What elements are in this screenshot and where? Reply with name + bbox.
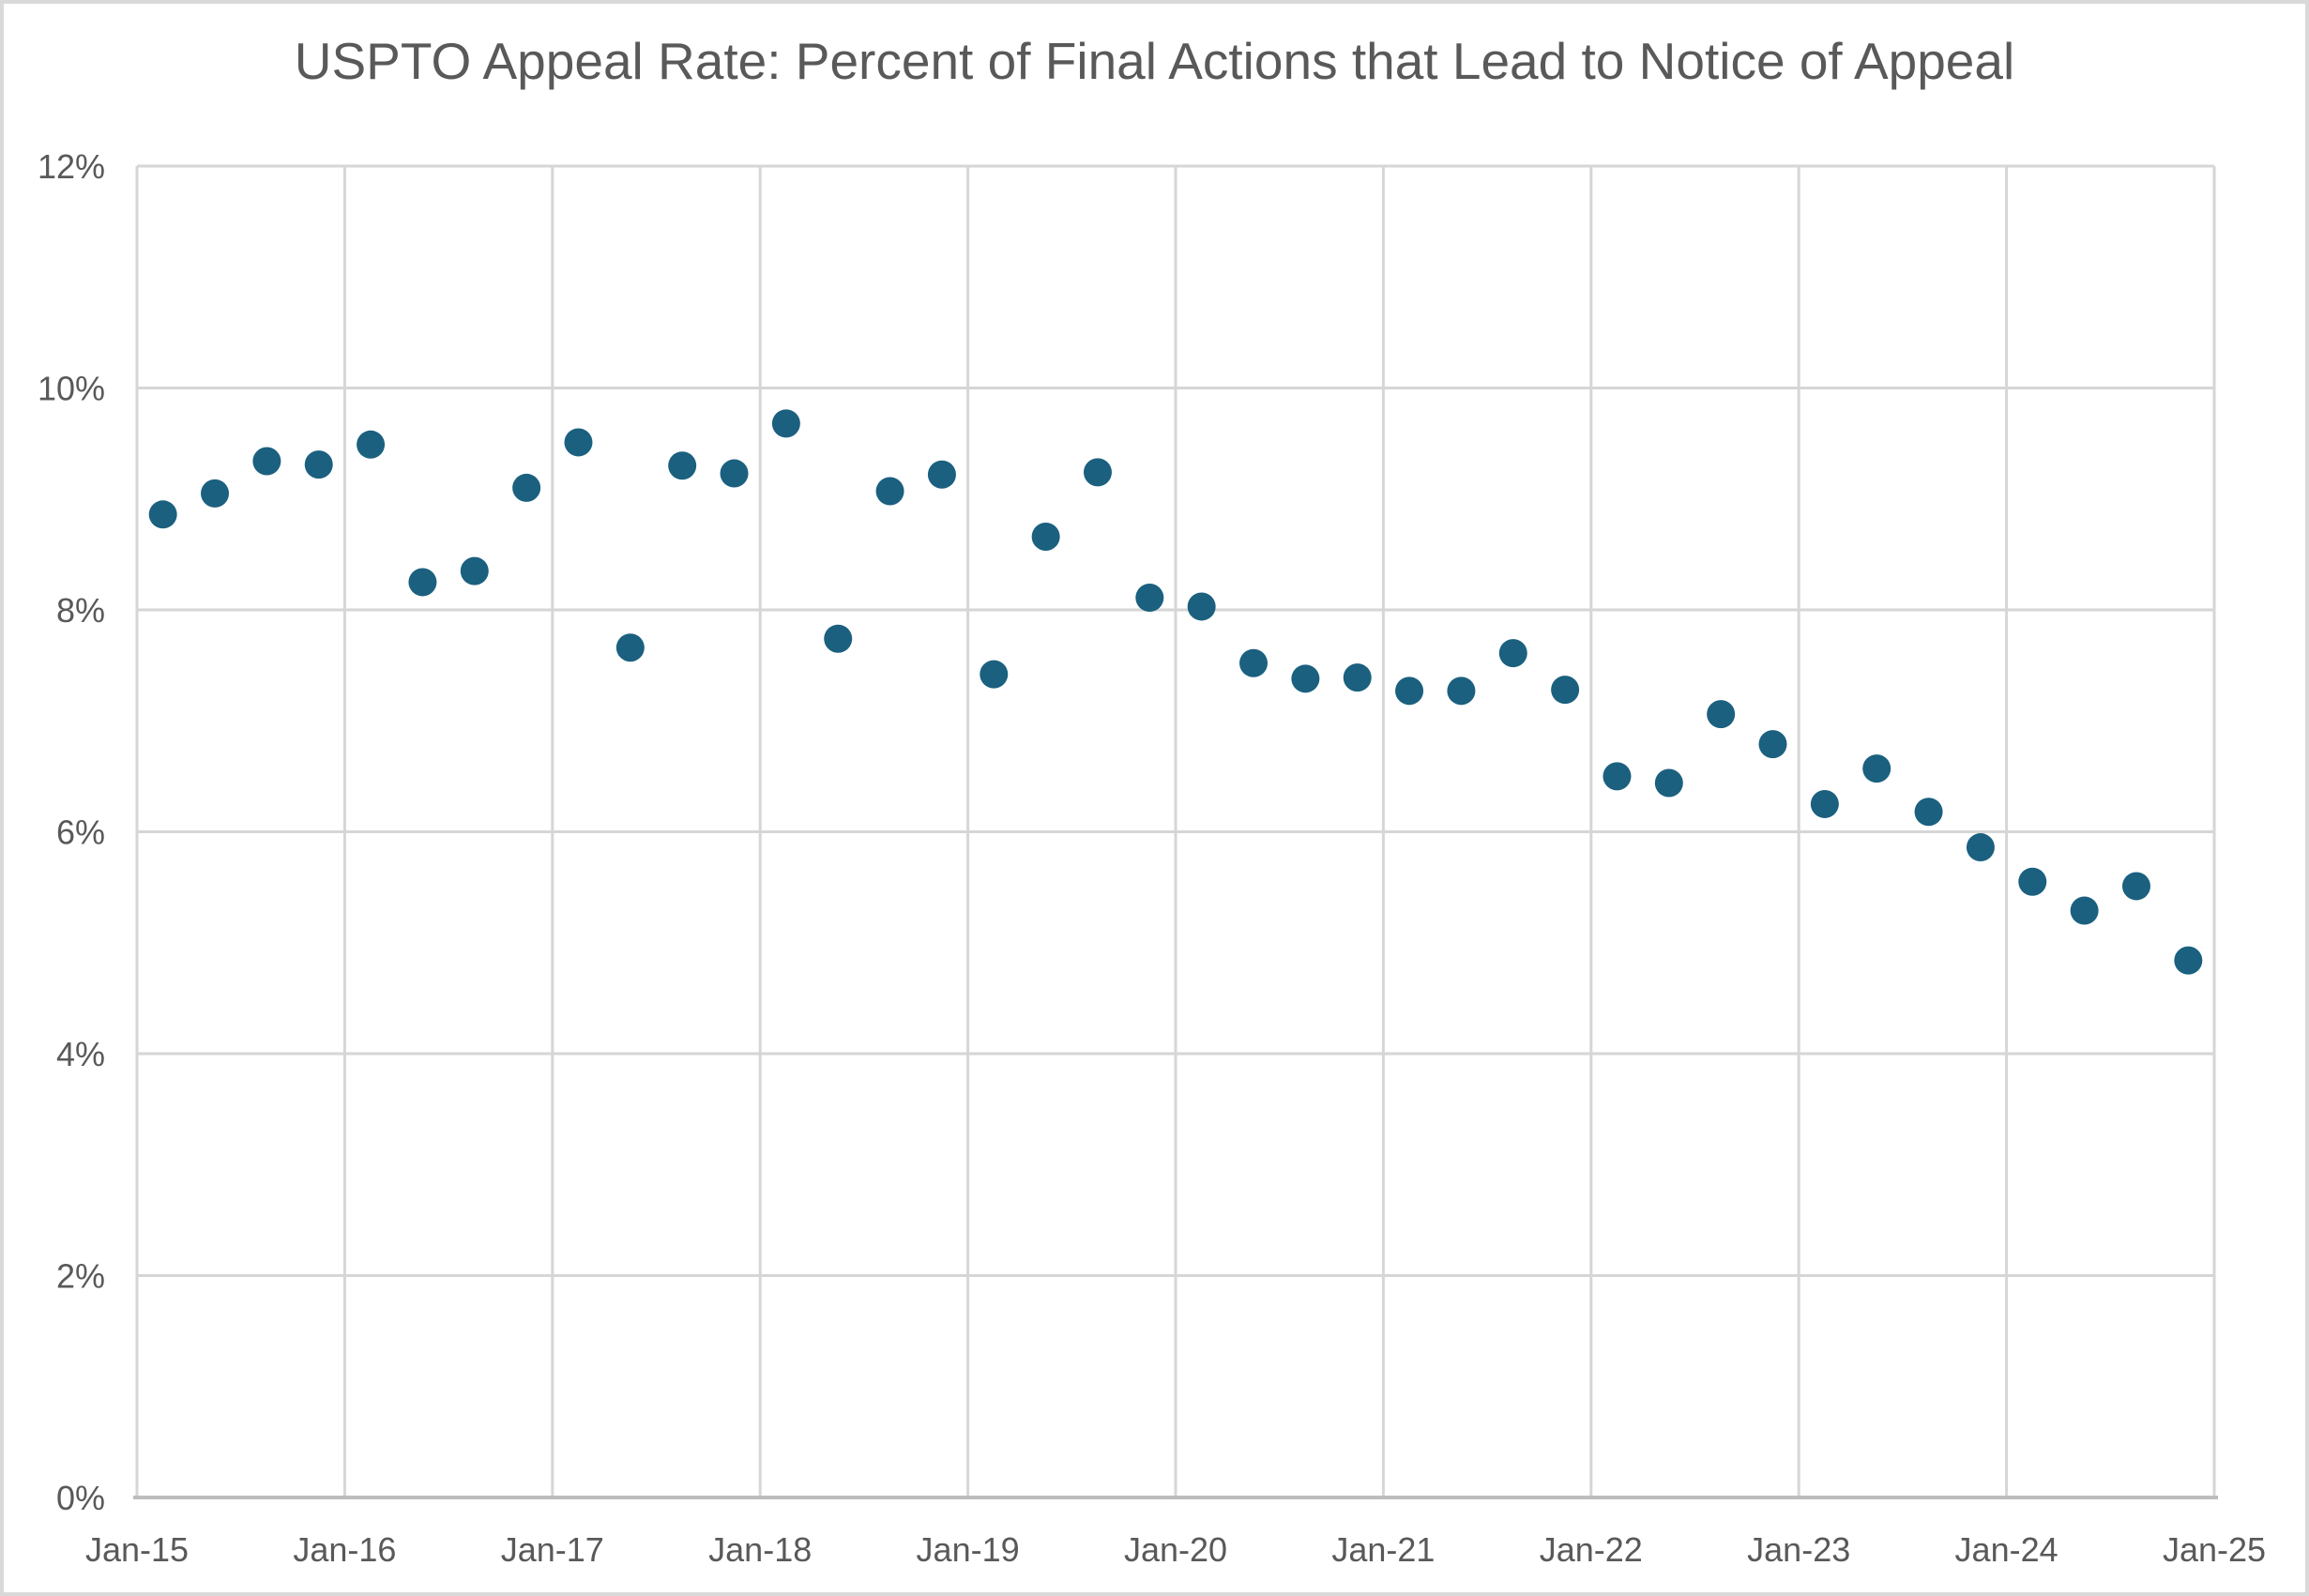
data-point (1707, 700, 1736, 729)
x-axis-tick-label: Jan-16 (293, 1530, 396, 1569)
x-axis-tick-label: Jan-17 (501, 1530, 604, 1569)
data-point (668, 451, 697, 480)
data-point (460, 556, 489, 585)
data-point (2174, 946, 2203, 975)
data-point (824, 624, 853, 653)
data-point (1031, 522, 1060, 551)
chart-title: USPTO Appeal Rate: Percent of Final Acti… (294, 32, 2015, 90)
data-point (927, 460, 956, 489)
y-axis-tick-label: 6% (56, 813, 105, 852)
data-point (1966, 833, 1995, 862)
y-axis-tick-label: 8% (56, 591, 105, 630)
data-point (1810, 789, 1839, 818)
data-point (201, 479, 230, 508)
data-point (771, 409, 800, 438)
data-point (1914, 798, 1943, 827)
data-point (148, 500, 177, 529)
data-point (1654, 768, 1683, 798)
data-point (1187, 592, 1216, 621)
data-point (1758, 730, 1787, 759)
x-axis-tick-label: Jan-15 (85, 1530, 189, 1569)
data-point (980, 660, 1009, 689)
scatter-plot-area: 0% 2% 4% 6% 8% 10% 12% Jan-15 Jan-16 Jan-17 Jan-18… (38, 147, 2266, 1569)
x-axis-tick-label: Jan-23 (1747, 1530, 1850, 1569)
x-axis-tick-label: Jan-25 (2163, 1530, 2266, 1569)
data-point (408, 568, 437, 597)
data-point (1447, 676, 1476, 706)
data-point (1239, 648, 1268, 677)
x-axis-tick-label: Jan-20 (1124, 1530, 1227, 1569)
data-point (1135, 583, 1164, 612)
data-point (2121, 872, 2150, 901)
x-axis-tick-label: Jan-24 (1955, 1530, 2058, 1569)
y-axis-tick-label: 10% (38, 370, 105, 408)
data-point (2070, 896, 2099, 925)
y-axis-tick-label: 0% (56, 1479, 105, 1517)
data-point (720, 459, 749, 488)
data-point (1498, 639, 1527, 668)
data-point (304, 450, 333, 479)
x-axis-tick-label: Jan-19 (917, 1530, 1020, 1569)
data-point (2018, 867, 2047, 896)
y-axis-tick-label: 4% (56, 1035, 105, 1073)
data-point (1291, 664, 1320, 693)
data-point (1862, 754, 1891, 783)
data-point (252, 447, 281, 476)
data-point (875, 477, 904, 506)
data-point (1395, 676, 1424, 706)
data-point (512, 473, 541, 502)
x-axis-tick-label: Jan-21 (1331, 1530, 1435, 1569)
y-axis-tick-label: 12% (38, 147, 105, 186)
data-point (1343, 663, 1372, 692)
x-axis-tick-label: Jan-18 (708, 1530, 812, 1569)
data-point (1551, 676, 1580, 705)
data-point (564, 428, 593, 457)
x-axis-tick-label: Jan-22 (1540, 1530, 1643, 1569)
data-point (357, 430, 386, 459)
data-point (615, 633, 645, 662)
data-point (1603, 762, 1632, 791)
data-point (1083, 458, 1112, 487)
y-axis-tick-label: 2% (56, 1257, 105, 1296)
